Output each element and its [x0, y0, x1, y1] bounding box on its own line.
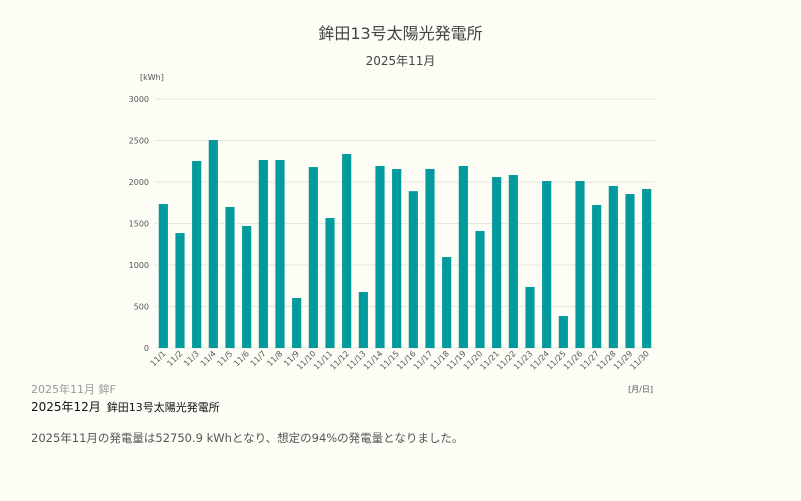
bar — [242, 225, 252, 348]
bar — [592, 204, 602, 348]
bar — [425, 168, 435, 348]
bar — [508, 175, 518, 348]
heading-plant: 鉾田13号太陽光発電所 — [106, 401, 220, 414]
overlapped-ghost-text: 2025年11月 鉾F — [31, 383, 116, 396]
bar — [275, 160, 285, 348]
y-tick-label: 500 — [134, 303, 149, 312]
bar — [308, 167, 318, 348]
x-tick-label: 11/1 — [149, 349, 168, 368]
bar — [208, 140, 218, 348]
bar — [458, 165, 468, 348]
x-tick-label: 11/5 — [215, 349, 234, 368]
summary-description: 2025年11月の発電量は52750.9 kWhとなり、想定の94%の発電量とな… — [31, 431, 464, 445]
y-tick-label: 1000 — [129, 261, 149, 270]
x-tick-label: 11/30 — [628, 349, 651, 372]
x-tick-label: 11/6 — [232, 349, 251, 368]
bar — [392, 168, 402, 348]
bar-chart: 050010001500200025003000[kWh][月/日]11/111… — [129, 73, 655, 394]
bar — [492, 177, 502, 348]
y-axis-label: [kWh] — [140, 73, 164, 82]
x-tick-label: 11/2 — [165, 349, 184, 368]
bar — [325, 218, 335, 348]
bar — [358, 291, 368, 348]
y-tick-label: 0 — [144, 344, 149, 353]
bar — [625, 194, 635, 348]
x-tick-label: 11/8 — [265, 349, 284, 368]
x-tick-label: 11/4 — [199, 349, 218, 368]
bar — [525, 286, 535, 348]
bar — [558, 316, 568, 348]
x-axis-label: [月/日] — [628, 385, 653, 394]
bar — [342, 154, 352, 348]
bar — [175, 233, 185, 348]
y-tick-label: 3000 — [129, 95, 149, 104]
y-tick-label: 2000 — [129, 178, 149, 187]
heading-month: 2025年12月 — [31, 400, 101, 414]
bar — [442, 257, 452, 348]
bar — [642, 188, 652, 348]
summary-heading: 2025年12月 鉾田13号太陽光発電所 — [31, 400, 220, 415]
bar — [158, 203, 168, 348]
chart-title: 鉾田13号太陽光発電所 — [318, 24, 483, 43]
bar — [375, 165, 385, 348]
bar — [475, 230, 485, 348]
bar — [192, 161, 202, 348]
bar — [408, 191, 418, 348]
bar — [292, 298, 302, 348]
bar — [542, 181, 552, 348]
x-tick-label: 11/7 — [249, 349, 268, 368]
y-tick-label: 2500 — [129, 137, 149, 146]
bar — [608, 185, 618, 348]
bar — [258, 160, 268, 348]
x-tick-label: 11/3 — [182, 349, 201, 368]
bar — [575, 181, 585, 348]
y-tick-label: 1500 — [129, 220, 149, 229]
bar — [225, 206, 235, 348]
chart-subtitle: 2025年11月 — [365, 54, 436, 68]
